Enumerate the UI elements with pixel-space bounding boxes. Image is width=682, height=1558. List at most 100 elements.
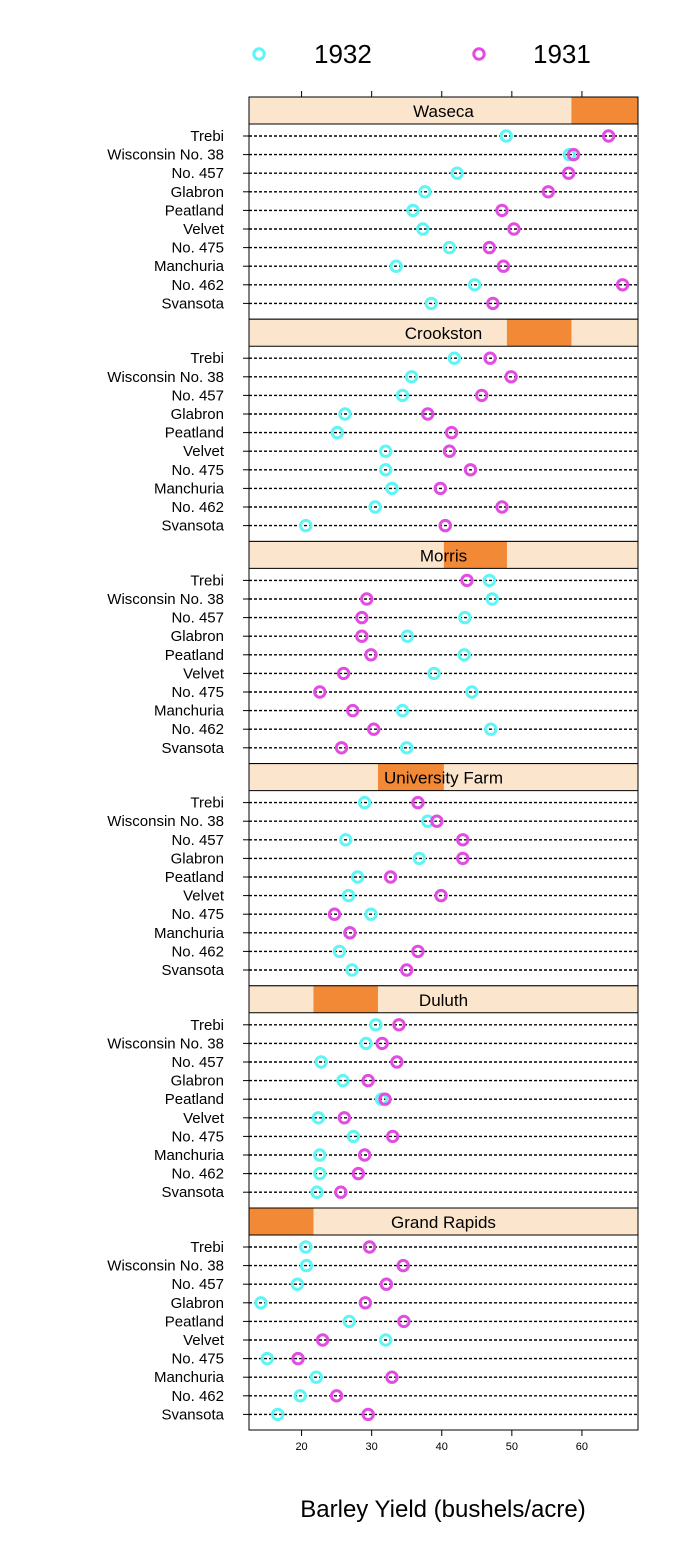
point-1931: [456, 833, 470, 847]
point-1931: [396, 1258, 410, 1273]
point-1932: [346, 1129, 361, 1144]
point-1931: [433, 481, 448, 496]
point-1931: [411, 795, 425, 810]
tick-label-60: 60: [576, 1441, 588, 1453]
point-1932: [313, 1166, 327, 1181]
point-1932: [406, 203, 420, 218]
category-label: No. 475: [171, 462, 224, 479]
point-1932: [314, 1055, 328, 1069]
category-label: No. 457: [171, 387, 224, 404]
strip-indicator-waseca: [571, 97, 638, 124]
category-label: Velvet: [183, 1110, 225, 1127]
category-label: Svansota: [161, 1406, 224, 1423]
category-label: Peatland: [165, 1313, 224, 1330]
point-1932: [458, 610, 472, 625]
point-1931: [334, 1185, 348, 1199]
point-1932: [400, 629, 415, 643]
point-1932: [395, 703, 410, 718]
point-1931: [392, 1018, 406, 1032]
point-1931: [442, 444, 457, 458]
point-1932: [485, 592, 499, 606]
point-1931: [541, 185, 555, 199]
point-1932: [359, 1036, 373, 1051]
category-label: No. 457: [171, 165, 224, 182]
category-label: Glabron: [171, 850, 224, 867]
point-1931: [456, 851, 470, 866]
point-1932: [385, 481, 399, 496]
strip-indicator-grand-rapids: [249, 1208, 314, 1235]
category-label: Trebi: [190, 795, 224, 812]
strip-bg-grand-rapids: [249, 1208, 638, 1235]
point-1932: [290, 1277, 305, 1291]
point-1932: [299, 1240, 313, 1254]
point-1932: [368, 500, 382, 514]
category-label: No. 475: [171, 1128, 224, 1145]
legend-label-1932: 1932: [314, 39, 372, 69]
point-1931: [361, 1407, 375, 1422]
point-1932: [378, 463, 393, 477]
point-1932: [271, 1407, 285, 1422]
point-1932: [254, 1296, 268, 1310]
point-1931: [385, 1370, 399, 1384]
point-1932: [310, 1185, 324, 1199]
category-label: Manchuria: [154, 1369, 225, 1386]
strip-indicator-crookston: [506, 319, 572, 347]
point-1932: [482, 573, 497, 588]
point-1931: [615, 278, 630, 292]
point-1932: [418, 185, 432, 199]
category-label: No. 462: [171, 721, 224, 738]
tick-label-30: 30: [366, 1441, 378, 1453]
strip-indicator-morris: [443, 541, 507, 569]
category-label: No. 462: [171, 943, 224, 960]
point-1931: [486, 296, 500, 311]
category-label: Trebi: [190, 1239, 224, 1256]
category-label: No. 462: [171, 499, 224, 516]
point-1931: [357, 1148, 372, 1162]
panel-frame-duluth: [248, 985, 639, 1209]
strip-label-crookston: Crookston: [405, 324, 482, 343]
point-1931: [364, 648, 378, 662]
strip-label-duluth: Duluth: [419, 991, 468, 1010]
point-1932: [330, 425, 345, 440]
category-label: Peatland: [165, 425, 224, 442]
point-1931: [400, 963, 414, 977]
point-1932: [369, 1018, 383, 1032]
point-1932: [467, 278, 482, 292]
point-1931: [355, 610, 369, 625]
category-label: Peatland: [165, 1091, 224, 1108]
category-label: Glabron: [171, 406, 224, 423]
point-1931: [504, 370, 518, 384]
point-1931: [463, 463, 478, 477]
category-label: Trebi: [190, 1017, 224, 1034]
point-1932: [447, 351, 462, 365]
category-label: Svansota: [161, 1184, 224, 1201]
category-label: Glabron: [171, 1295, 224, 1312]
point-1932: [299, 1258, 314, 1273]
category-label: Manchuria: [154, 1147, 225, 1164]
point-1931: [355, 629, 369, 643]
point-1932: [416, 222, 430, 236]
category-label: No. 457: [171, 832, 224, 849]
point-1931: [378, 1092, 392, 1106]
strip-label-university-farm: University Farm: [384, 769, 503, 788]
point-1931: [444, 425, 459, 440]
point-1931: [496, 259, 511, 273]
strip-label-waseca: Waseca: [413, 102, 474, 121]
legend-marker-1932: [252, 47, 266, 61]
category-label: Glabron: [171, 184, 224, 201]
category-label: No. 475: [171, 684, 224, 701]
category-label: Manchuria: [154, 703, 225, 720]
category-label: No. 475: [171, 240, 224, 257]
panel-frame-crookston: [248, 318, 639, 542]
tick-label-20: 20: [295, 1441, 307, 1453]
point-1932: [299, 518, 313, 533]
point-1931: [434, 888, 448, 903]
category-label: Peatland: [165, 647, 224, 664]
point-1932: [442, 240, 457, 255]
point-1931: [474, 388, 489, 403]
category-label: Trebi: [190, 128, 224, 145]
point-1931: [337, 1111, 352, 1125]
point-1932: [350, 870, 365, 884]
point-1931: [601, 129, 616, 143]
